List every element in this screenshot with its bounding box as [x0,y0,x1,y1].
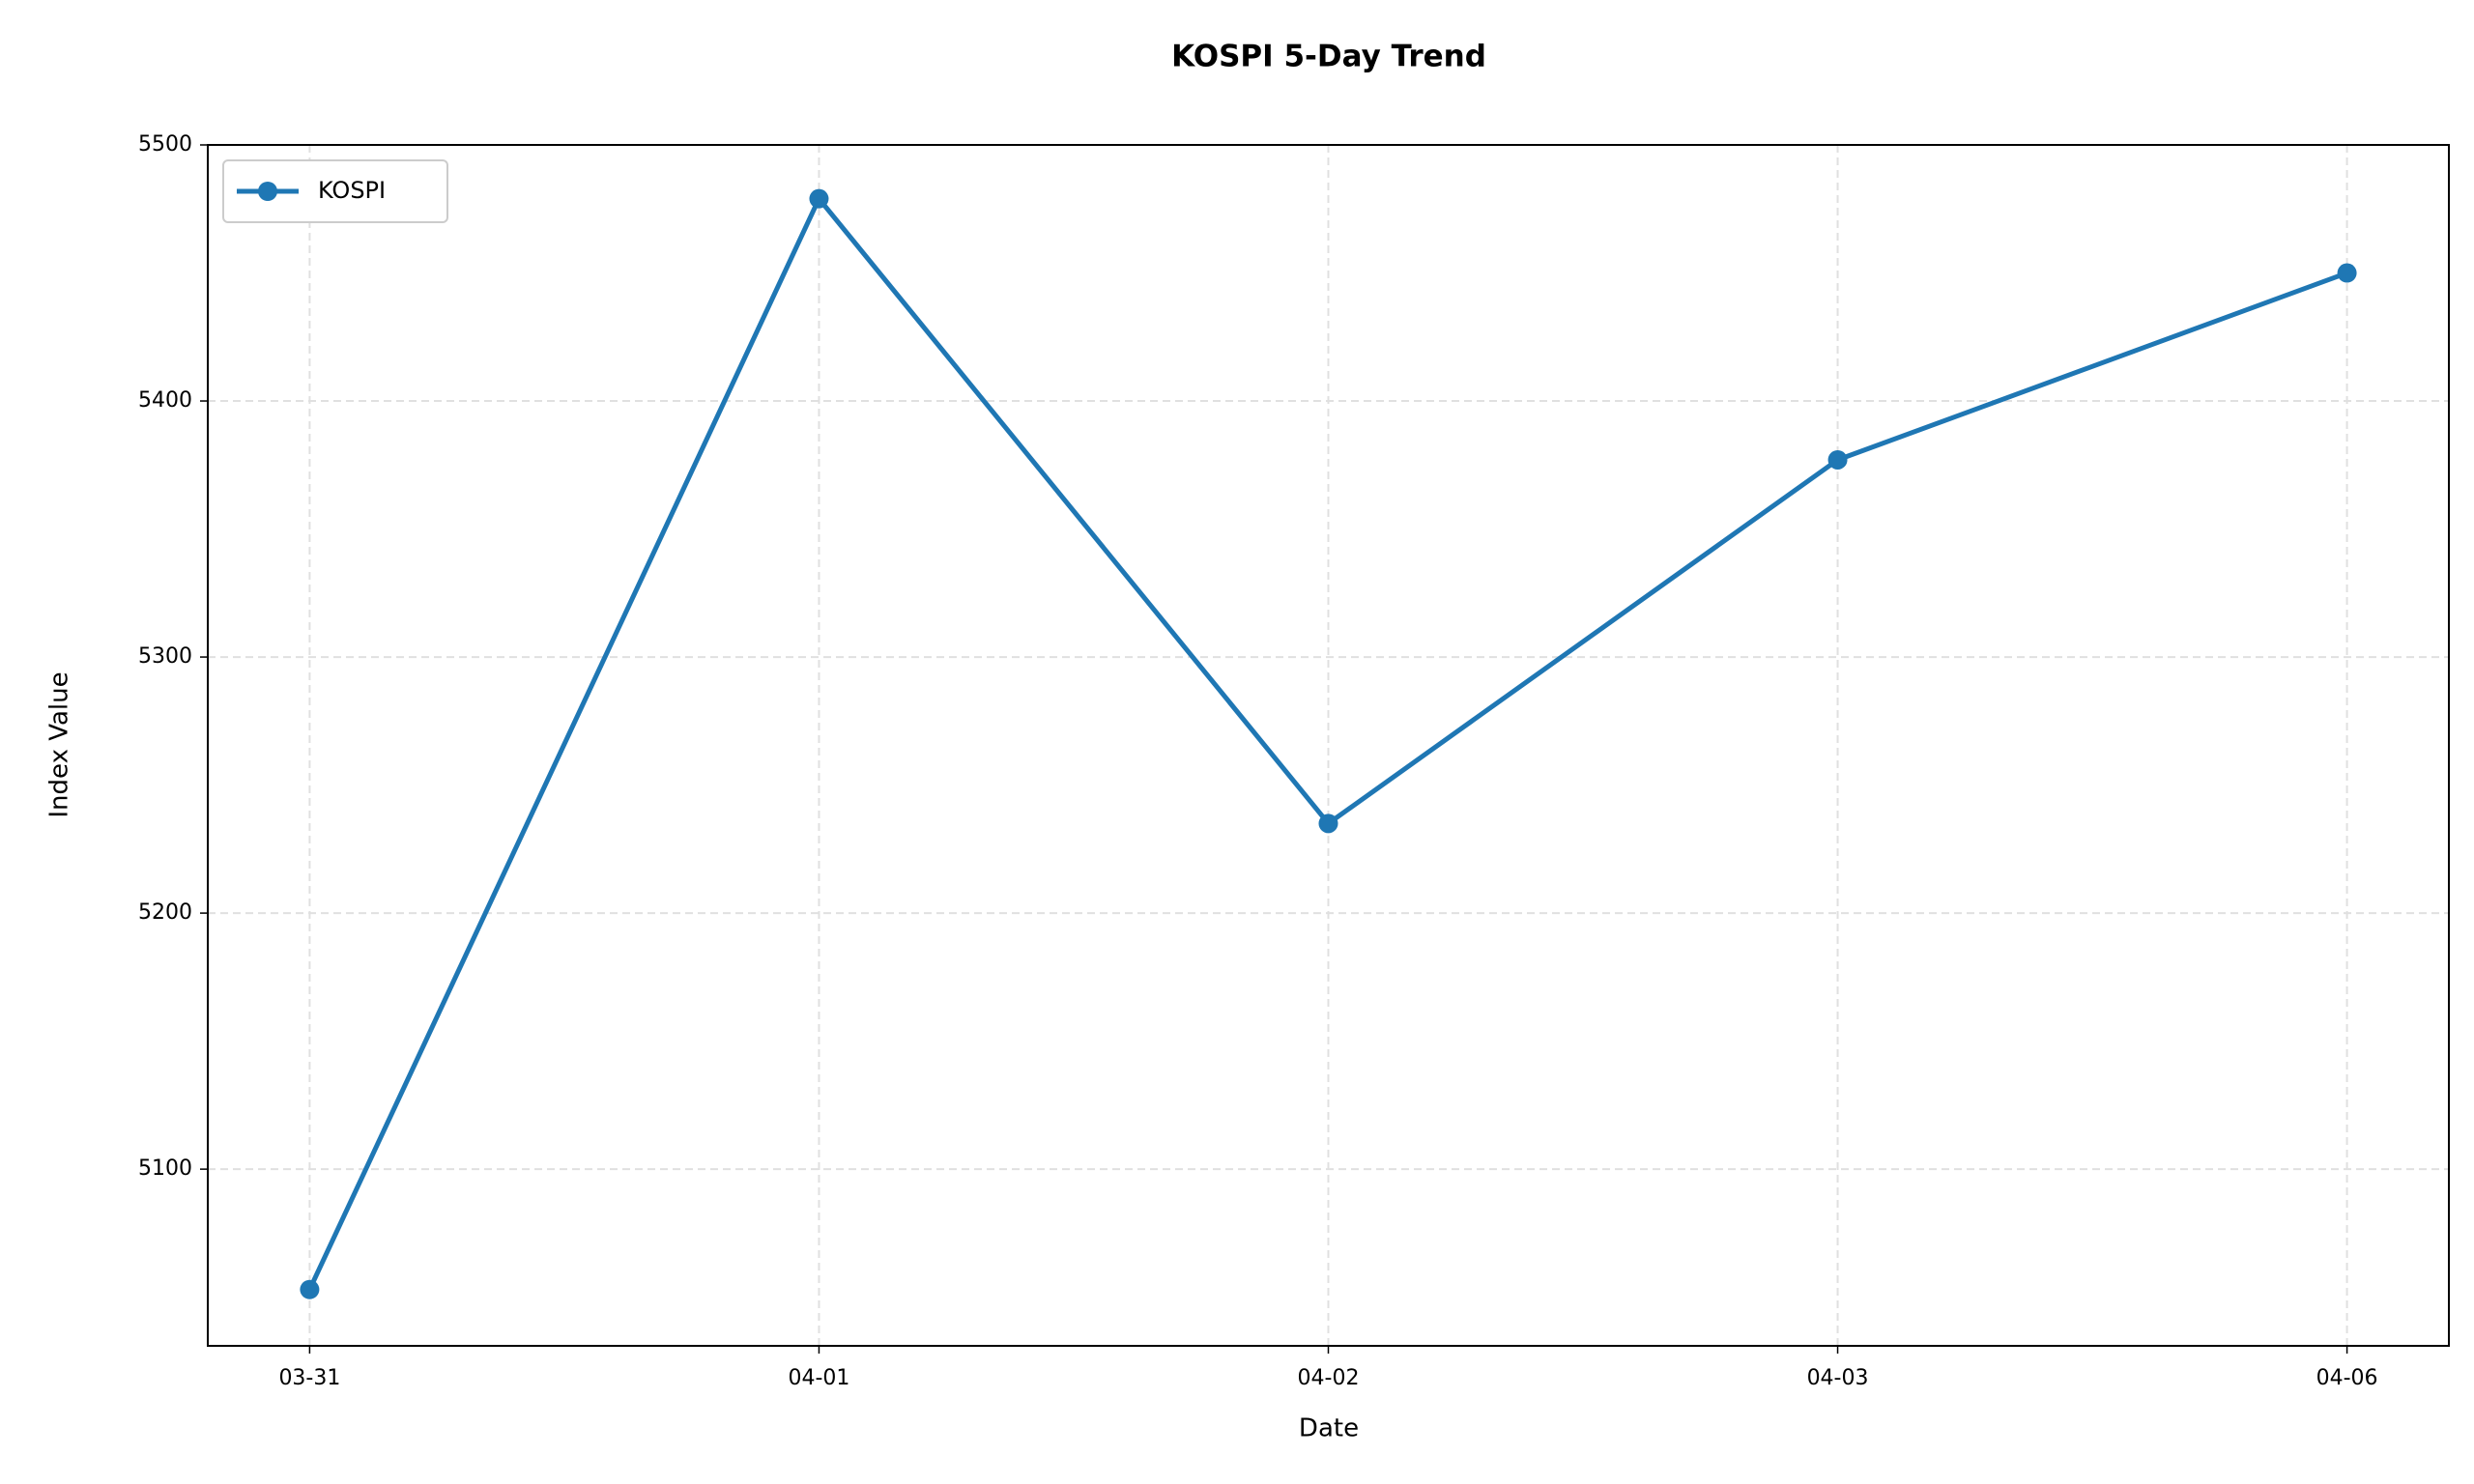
x-axis-label: Date [1299,1414,1359,1443]
y-tick-label: 5500 [138,132,192,157]
chart-title: KOSPI 5-Day Trend [1171,40,1486,74]
x-tick-label: 04-06 [2316,1366,2378,1390]
y-axis-label: Index Value [45,671,74,817]
point [1318,813,1338,834]
legend-box [222,159,448,223]
point [809,188,829,209]
plot-frame [207,144,2450,1347]
x-tick-label: 03-31 [278,1366,340,1390]
y-tick-label: 5300 [138,644,192,669]
legend: KOSPI [222,159,448,223]
point [2337,263,2357,283]
legend-label: KOSPI [318,177,386,204]
x-tick-label: 04-02 [1298,1366,1360,1390]
x-tick-label: 04-03 [1807,1366,1869,1390]
y-tick-label: 5400 [138,388,192,413]
legend-marker [258,182,277,201]
point [1827,449,1848,470]
y-tick-label: 5200 [138,900,192,925]
x-tick-label: 04-01 [788,1366,849,1390]
point [300,1279,320,1299]
y-tick-label: 5100 [138,1156,192,1181]
